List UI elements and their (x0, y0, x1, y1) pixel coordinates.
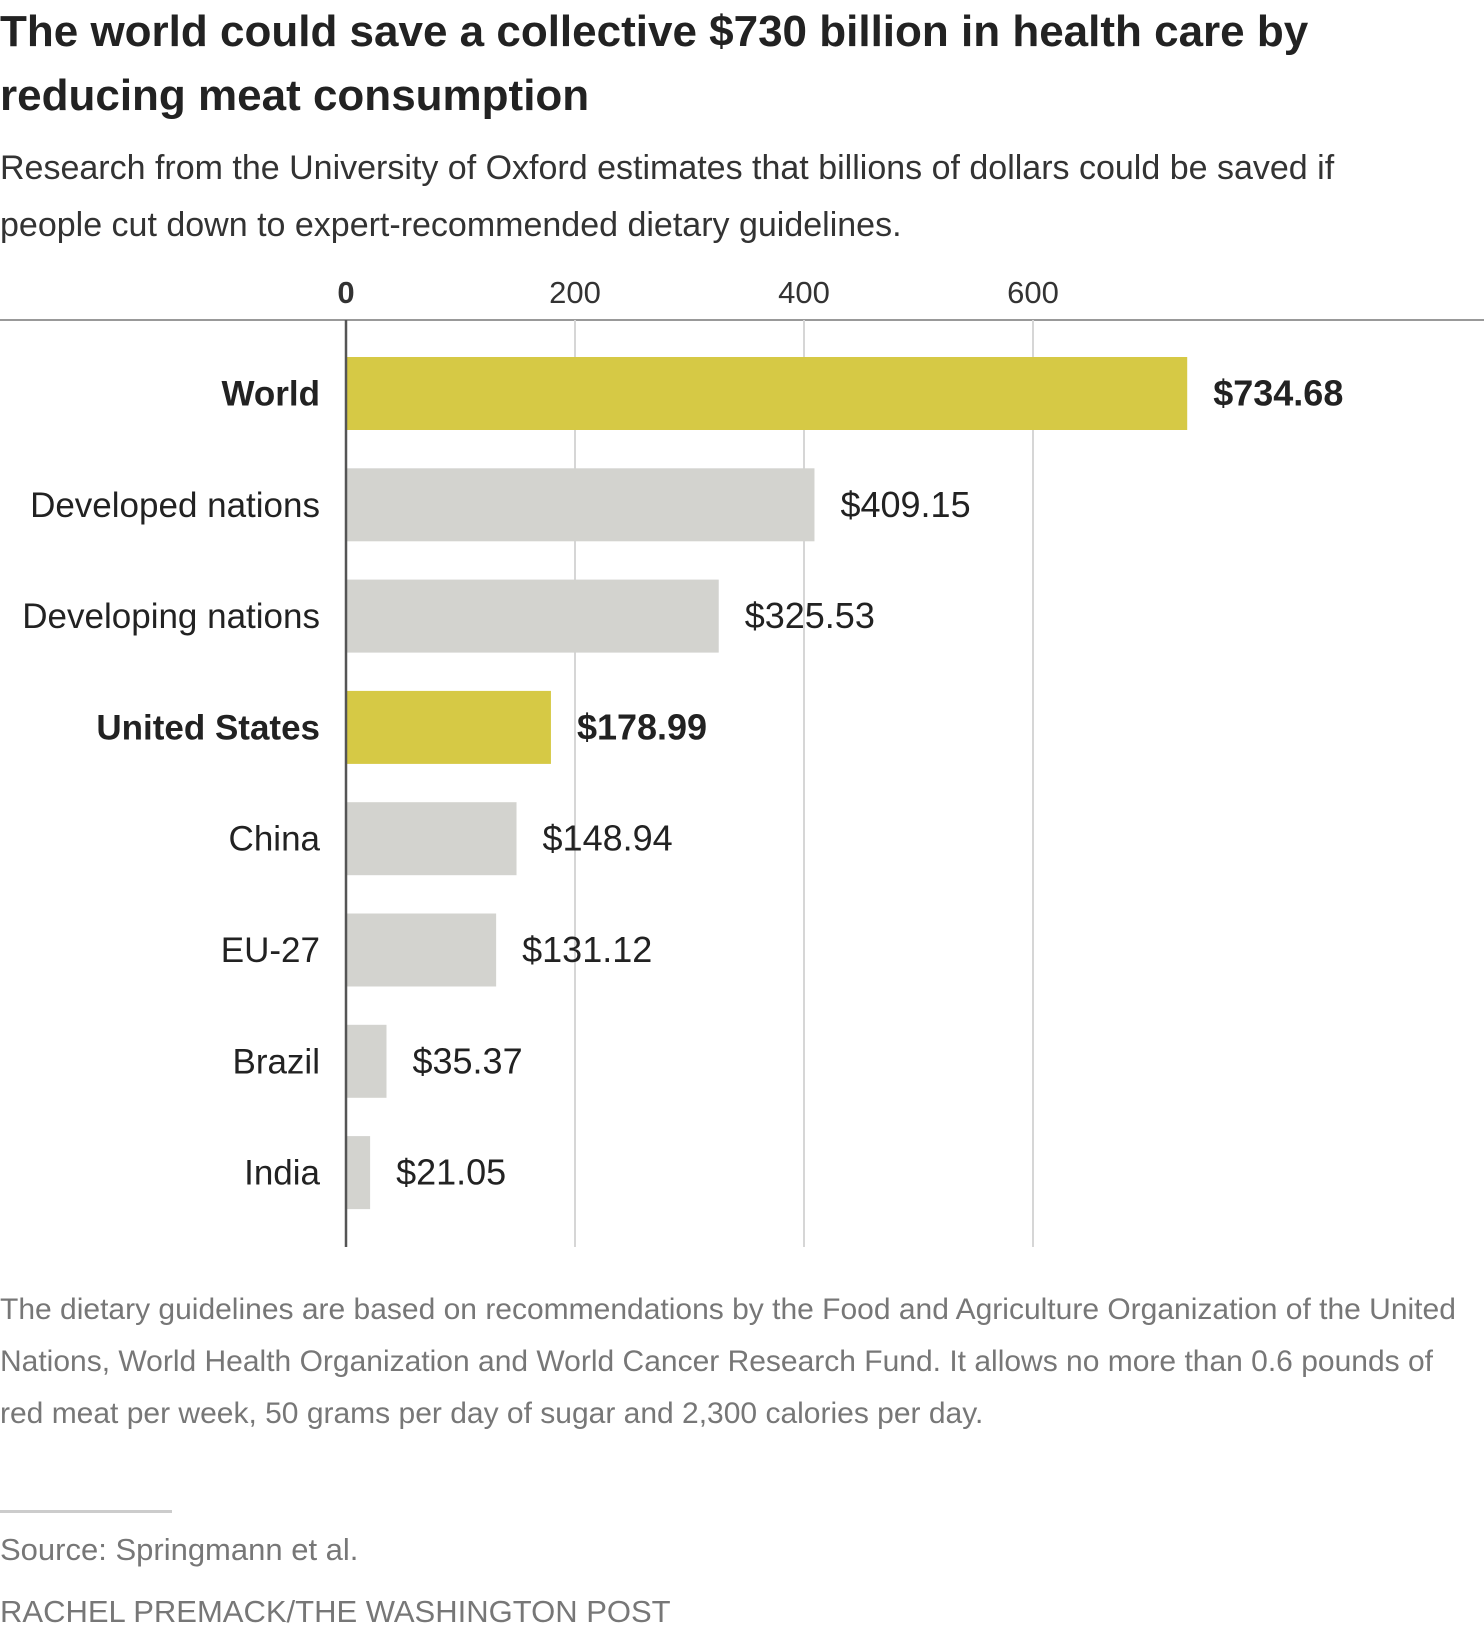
x-tick-label: 200 (549, 275, 601, 310)
data-label: $35.37 (412, 1040, 522, 1081)
data-label: $21.05 (396, 1152, 506, 1193)
category-label: Developing nations (22, 597, 320, 636)
data-label: $734.68 (1213, 373, 1343, 414)
bar-chart: 0 200 400 600 World $734.68 Developed nations $… (0, 275, 1484, 1247)
category-label: Developed nations (30, 486, 320, 525)
data-label: $325.53 (745, 595, 875, 636)
data-label: $131.12 (522, 929, 652, 970)
x-tick-label: 600 (1007, 275, 1059, 310)
bar (346, 357, 1188, 430)
category-label: United States (96, 708, 320, 747)
category-label: China (229, 820, 321, 859)
category-label: World (221, 375, 320, 414)
bar (346, 690, 551, 764)
chart-title: The world could save a collective $730 b… (0, 7, 1309, 120)
footer-divider (0, 1510, 172, 1513)
category-label: EU-27 (221, 931, 320, 970)
credit-line: RACHEL PREMACK/THE WASHINGTON POST (0, 1594, 671, 1629)
bar (346, 579, 719, 653)
bar (346, 1136, 371, 1210)
category-label: India (244, 1154, 320, 1193)
data-label: $409.15 (840, 484, 970, 525)
bar (346, 802, 517, 876)
bar (346, 468, 815, 542)
bar (346, 1024, 387, 1098)
data-label: $178.99 (577, 706, 707, 747)
category-label: Brazil (232, 1042, 320, 1081)
x-tick-label: 400 (778, 275, 830, 310)
bar (346, 913, 497, 987)
x-tick-label: 0 (337, 275, 354, 310)
data-label: $148.94 (543, 818, 673, 859)
source-line: Source: Springmann et al. (0, 1532, 359, 1567)
footnote: The dietary guidelines are based on reco… (0, 1293, 1456, 1430)
chart-subtitle: Research from the University of Oxford e… (0, 149, 1335, 244)
